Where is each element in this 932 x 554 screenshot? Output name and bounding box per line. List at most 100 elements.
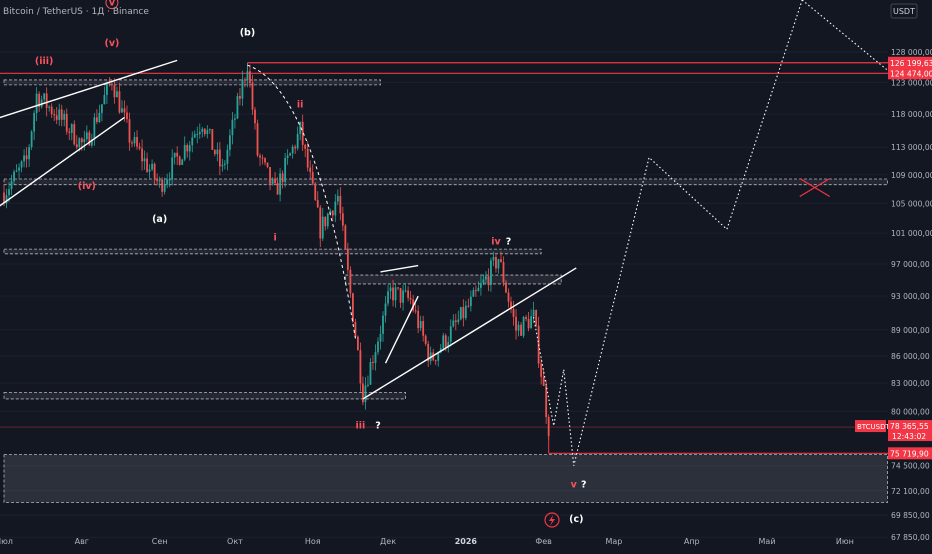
candle-body bbox=[394, 287, 397, 301]
candle-body bbox=[452, 320, 455, 327]
wave-labels-layer: (iii)(v)v(iv)(a)(b)iii iv ?iii ?v ?(c) bbox=[35, 0, 587, 525]
replay-button[interactable] bbox=[544, 512, 560, 528]
candle-body bbox=[522, 317, 525, 336]
y-tick-label: 89 000,00 bbox=[891, 326, 930, 335]
trendlines-layer bbox=[0, 59, 831, 400]
wave-label: ? bbox=[506, 237, 512, 248]
candle-body bbox=[216, 149, 219, 155]
candle-body bbox=[454, 320, 457, 323]
candle-body bbox=[389, 287, 392, 292]
candle-body bbox=[186, 145, 189, 152]
candle-body bbox=[289, 153, 292, 156]
candle-body bbox=[244, 79, 246, 81]
candle-body bbox=[464, 305, 467, 319]
candle-body bbox=[517, 324, 520, 331]
support-zone bbox=[3, 178, 888, 186]
candle-body bbox=[482, 279, 485, 284]
support-zone bbox=[3, 248, 542, 255]
y-tick-label: 67 850,00 bbox=[891, 533, 930, 542]
candle-body bbox=[33, 112, 36, 132]
candle-body bbox=[38, 93, 41, 107]
symbol-title: Bitcoin / TetherUS · 1Д · Binance bbox=[3, 7, 149, 17]
candle-body bbox=[469, 296, 472, 307]
candle-body bbox=[374, 352, 377, 363]
y-tick-label: 101 000,00 bbox=[891, 229, 932, 238]
candle-body bbox=[502, 261, 505, 283]
candle-body bbox=[10, 181, 13, 190]
support-zone bbox=[3, 392, 407, 400]
candle-body bbox=[540, 363, 543, 377]
candle-body bbox=[70, 124, 73, 133]
candle-body bbox=[111, 84, 113, 86]
candle-body bbox=[60, 109, 63, 120]
x-tick-label: Сен bbox=[152, 537, 168, 546]
candle-body bbox=[213, 149, 216, 155]
wave-label: i bbox=[273, 233, 276, 244]
candle-body bbox=[545, 385, 548, 418]
grid-layer bbox=[0, 51, 888, 538]
candle-body bbox=[512, 309, 515, 317]
wave-label: iii bbox=[356, 421, 366, 432]
y-axis[interactable]: 128 000,00 123 000,00 118 000,00 113 000,00… bbox=[855, 0, 932, 550]
candle-body bbox=[532, 310, 535, 317]
candle-body bbox=[427, 343, 430, 362]
candle-body bbox=[364, 385, 367, 403]
candle-body bbox=[497, 259, 500, 269]
currency-badge[interactable]: USDT bbox=[890, 3, 918, 19]
trendline bbox=[380, 264, 419, 273]
candle-body bbox=[23, 155, 25, 162]
candle-body bbox=[58, 109, 61, 120]
candle-body bbox=[143, 158, 146, 162]
projection-path bbox=[533, 0, 803, 466]
candle-body bbox=[437, 352, 440, 361]
x-tick-label: Дек bbox=[380, 537, 396, 546]
candle-body bbox=[103, 94, 106, 105]
candle-body bbox=[259, 155, 261, 158]
candle-body bbox=[35, 93, 38, 113]
candle-body bbox=[73, 124, 76, 145]
trendline bbox=[0, 116, 125, 207]
candle-body bbox=[384, 303, 387, 316]
candle-body bbox=[131, 142, 133, 144]
candle-body bbox=[93, 117, 96, 140]
trendline bbox=[384, 295, 419, 364]
candle-body bbox=[166, 179, 169, 185]
wave-label: v bbox=[571, 480, 578, 491]
y-tick-label: 105 000,00 bbox=[891, 199, 932, 208]
candle-body bbox=[341, 213, 344, 226]
candle-body bbox=[43, 93, 46, 100]
candle-body bbox=[183, 145, 186, 160]
candle-body bbox=[108, 83, 111, 85]
candle-body bbox=[246, 71, 249, 80]
candles-layer bbox=[3, 62, 550, 440]
y-tick-label: 69 850,00 bbox=[891, 511, 930, 520]
y-tick-label: 123 000,00 bbox=[891, 78, 932, 87]
candle-body bbox=[457, 319, 460, 323]
candle-body bbox=[515, 316, 517, 331]
y-tick-label: 83 000,00 bbox=[891, 379, 930, 388]
candle-body bbox=[146, 158, 148, 172]
price-level-tag-label: 126 199,63 bbox=[890, 59, 932, 68]
candle-body bbox=[439, 348, 442, 353]
candle-body bbox=[80, 138, 83, 143]
candle-body bbox=[402, 290, 404, 303]
candle-body bbox=[98, 112, 101, 122]
candle-body bbox=[459, 307, 462, 320]
candle-body bbox=[18, 167, 20, 171]
last-price-value: 78 365,55 bbox=[890, 422, 929, 431]
candle-body bbox=[547, 417, 550, 436]
candle-body bbox=[281, 173, 284, 182]
candle-body bbox=[507, 292, 510, 302]
support-zones-layer bbox=[3, 79, 888, 503]
lightning-icon bbox=[544, 512, 560, 528]
price-level-tag-label: 75 719,90 bbox=[890, 449, 929, 458]
candle-body bbox=[8, 189, 10, 196]
wave-label: ii bbox=[297, 100, 304, 111]
candle-body bbox=[116, 91, 118, 98]
candle-body bbox=[123, 108, 126, 113]
candle-body bbox=[241, 79, 244, 99]
candle-body bbox=[5, 195, 8, 204]
candle-body bbox=[176, 152, 179, 157]
